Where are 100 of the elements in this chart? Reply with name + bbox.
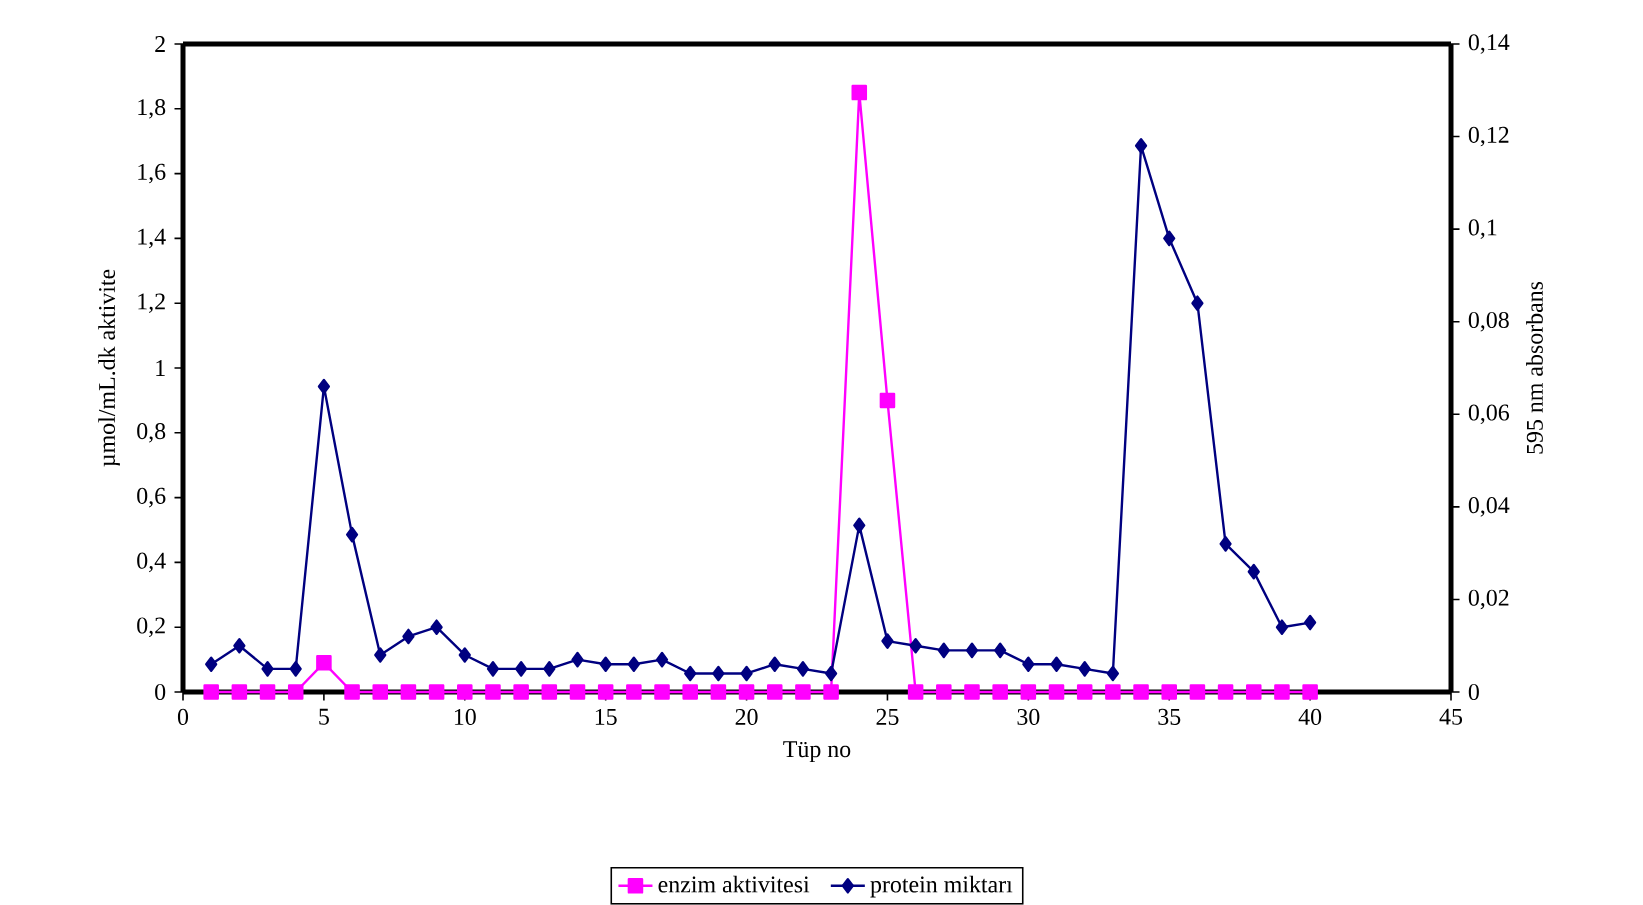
point [795, 684, 811, 700]
point [936, 684, 952, 700]
point [374, 647, 387, 663]
y-tick-label: 1,4 [138, 228, 166, 249]
point [597, 684, 614, 700]
point [626, 684, 642, 700]
y-tick-label: 0,6 [137, 487, 166, 508]
point [682, 684, 698, 700]
y-tick-label: 0,8 [137, 423, 166, 443]
y2-axis-title: 595 nm absorbans [1526, 282, 1543, 454]
point [740, 665, 753, 682]
point [964, 684, 980, 700]
x-tick-label: 20 [735, 709, 758, 726]
point [965, 642, 979, 659]
point [345, 527, 359, 543]
point [627, 656, 640, 673]
x-tick-label: 5 [319, 709, 329, 725]
point [992, 684, 1008, 700]
point [879, 392, 896, 409]
point [1134, 138, 1148, 154]
point [1161, 684, 1178, 700]
y-tick-label: 0 [155, 684, 166, 701]
point [261, 661, 274, 677]
point [1105, 684, 1121, 700]
y-tick-label: 1,8 [138, 99, 166, 119]
x-tick-label: 40 [1298, 709, 1322, 726]
point [1078, 661, 1091, 677]
point [344, 684, 360, 700]
point [485, 684, 501, 700]
point [1217, 684, 1234, 700]
point [937, 642, 950, 659]
point [851, 84, 868, 101]
point [317, 378, 331, 395]
point [712, 665, 725, 682]
point [203, 684, 219, 700]
y2-tick-label: 0,12 [1468, 126, 1509, 147]
point [1022, 656, 1035, 673]
point [316, 655, 332, 671]
point [231, 684, 248, 700]
point [543, 661, 556, 677]
point [1303, 614, 1317, 631]
x-tick-label: 35 [1158, 709, 1181, 726]
point [1275, 619, 1289, 636]
y2-tick-label: 0,04 [1468, 497, 1510, 517]
y-tick-label: 2 [155, 36, 165, 53]
point [823, 684, 839, 700]
x-tick-label: 0 [177, 709, 189, 726]
point [287, 684, 304, 700]
y-tick-label: 1 [156, 360, 165, 377]
point [1189, 684, 1206, 700]
x-tick-label: 45 [1439, 709, 1463, 725]
x-axis-title: Tüp no [783, 741, 851, 763]
point [599, 656, 612, 673]
point [907, 684, 924, 700]
point [654, 684, 670, 700]
point [430, 619, 443, 636]
y-tick-label: 0,2 [137, 617, 165, 638]
y2-tick-label: 0,14 [1468, 34, 1510, 54]
y2-tick-label: 0,08 [1468, 312, 1509, 332]
point [824, 665, 838, 682]
point [372, 684, 389, 700]
point [569, 684, 586, 700]
y-tick-label: 1,2 [138, 293, 165, 314]
point [1050, 656, 1063, 673]
point [513, 684, 529, 700]
point [1020, 684, 1037, 700]
point [571, 651, 584, 668]
point [400, 684, 417, 700]
point [289, 661, 302, 677]
point [233, 638, 246, 654]
y2-tick-label: 0,1 [1468, 219, 1497, 240]
point [458, 647, 471, 663]
point [515, 661, 528, 677]
y2-tick-label: 0,02 [1468, 589, 1509, 610]
y2-tick-label: 0 [1468, 684, 1479, 701]
y-tick-label: 0,4 [137, 552, 166, 573]
point [1106, 665, 1120, 682]
point [738, 684, 755, 700]
point [710, 684, 727, 700]
point [1219, 536, 1232, 552]
point [1076, 684, 1093, 700]
y-axis-title: µmol/mL.dk aktivite [98, 269, 120, 467]
point [541, 684, 558, 700]
point [1302, 684, 1318, 700]
point [853, 517, 866, 534]
point [766, 684, 783, 700]
point [1163, 230, 1176, 247]
point [486, 661, 500, 677]
point [881, 633, 894, 650]
point [402, 628, 415, 645]
point [1191, 295, 1204, 312]
y2-tick-label: 0,06 [1468, 404, 1510, 425]
x-tick-label: 15 [595, 709, 617, 726]
x-tick-label: 10 [454, 709, 476, 726]
point [994, 642, 1007, 659]
legend-label: protein miktarı [870, 875, 1013, 898]
point [684, 665, 697, 682]
legend-label: enzim aktivitesi [658, 875, 810, 893]
point [1048, 684, 1065, 700]
point [1247, 564, 1260, 580]
